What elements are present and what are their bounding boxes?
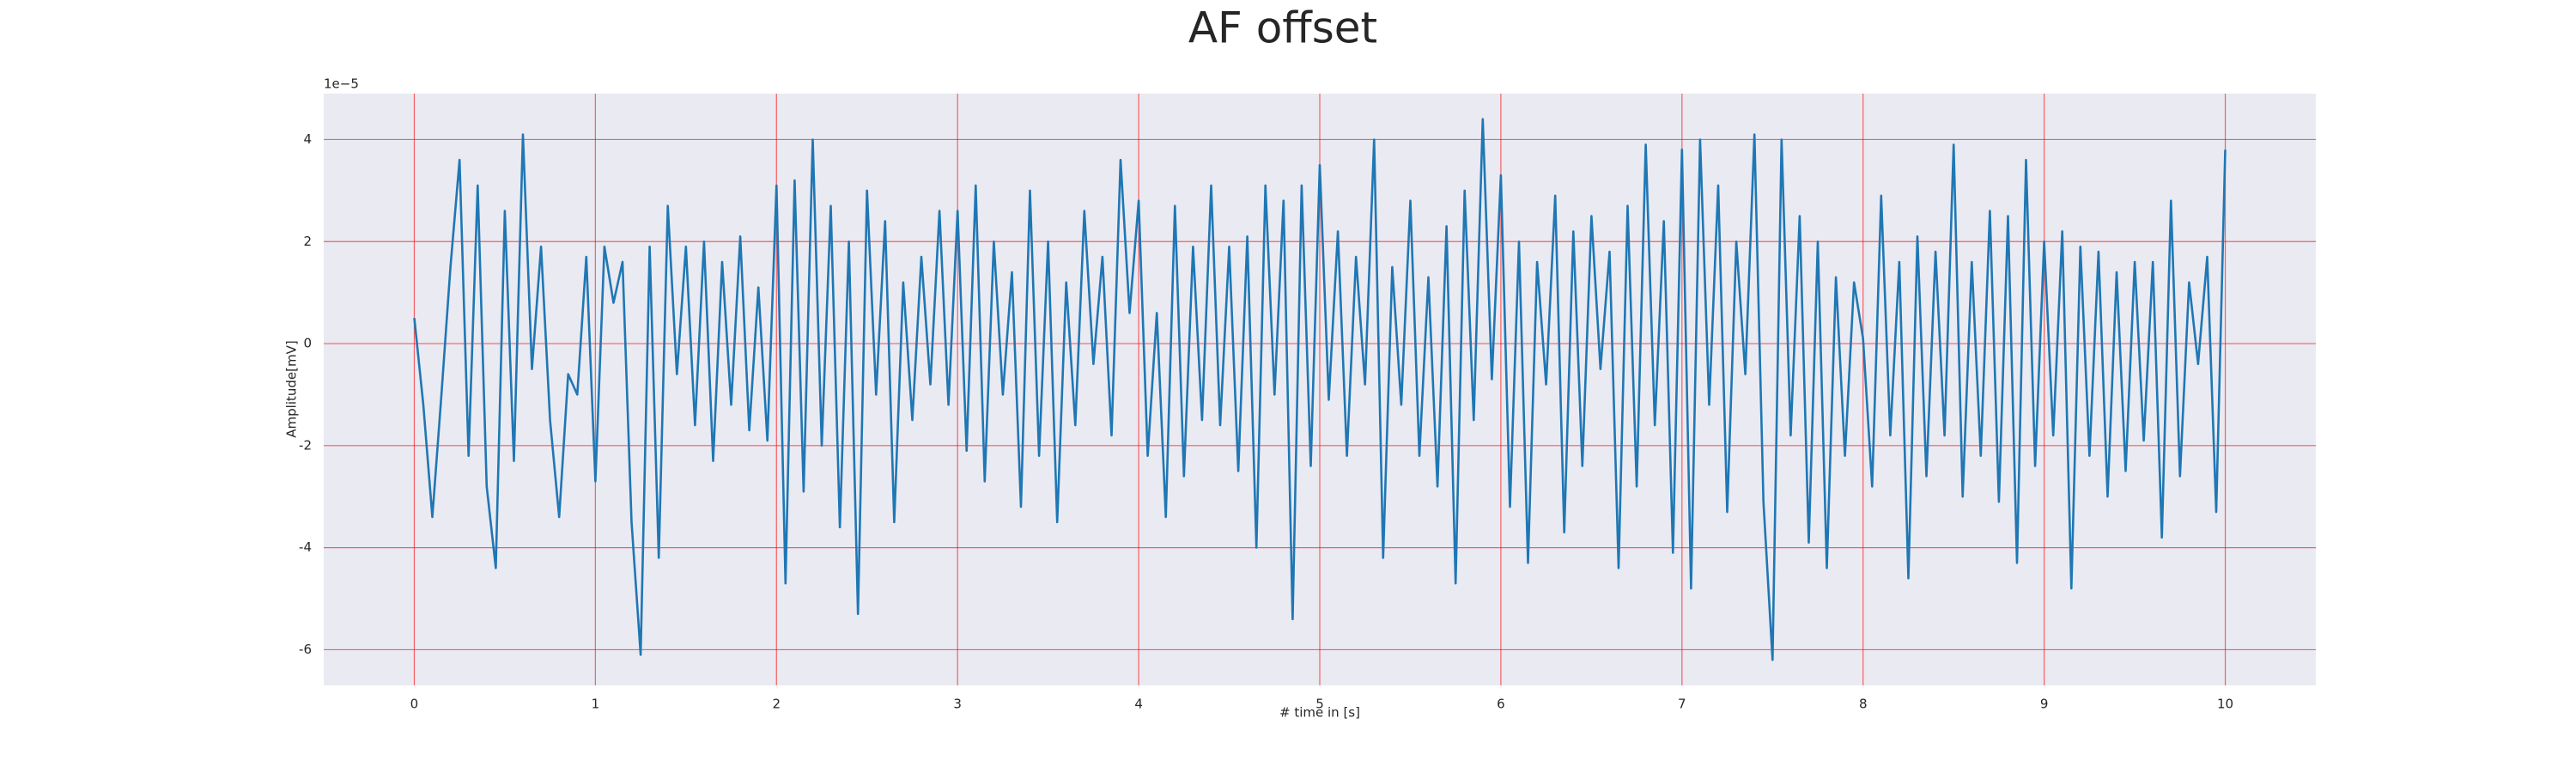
x-tick-label: 3 [953, 697, 962, 712]
y-tick-label: -4 [299, 539, 312, 555]
x-tick-label: 6 [1497, 697, 1505, 712]
y-tick-label: -6 [299, 642, 312, 657]
x-tick-label: 2 [772, 697, 781, 712]
y-axis-label: Amplitude[mV] [284, 340, 300, 437]
x-tick-label: 4 [1134, 697, 1143, 712]
x-tick-label: 5 [1315, 697, 1324, 712]
x-tick-label: 8 [1859, 697, 1868, 712]
x-tick-label: 10 [2217, 697, 2233, 712]
x-tick-label: 0 [410, 697, 419, 712]
x-tick-label: 1 [592, 697, 600, 712]
x-axis-label: # time in [s] [1279, 705, 1360, 721]
chart-title: AF offset [1188, 3, 1377, 53]
x-tick-label: 9 [2040, 697, 2049, 712]
data-line [413, 118, 2227, 661]
y-tick-label: 2 [303, 234, 312, 249]
y-tick-label: -2 [299, 437, 312, 453]
y-tick-label: 4 [303, 131, 312, 147]
y-tick-label: 0 [303, 336, 312, 351]
x-tick-label: 7 [1678, 697, 1686, 712]
offset-label: 1e−5 [324, 76, 359, 92]
